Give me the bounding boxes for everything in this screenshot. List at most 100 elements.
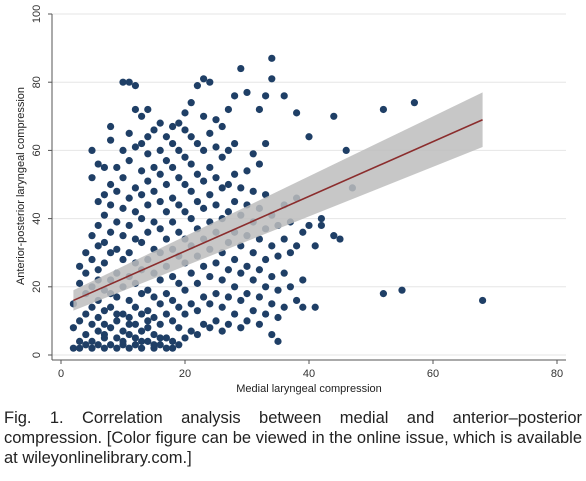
data-point xyxy=(131,208,139,216)
data-point xyxy=(82,310,90,318)
data-point xyxy=(274,313,282,322)
data-point xyxy=(113,187,121,195)
data-point xyxy=(274,286,282,294)
scatter-chart: 0 20 40 60 80 100 0 20 40 60 80 Medial laryngeal c… xyxy=(15,5,566,395)
data-point xyxy=(224,208,232,216)
data-point xyxy=(88,255,96,264)
gridlines xyxy=(52,13,566,356)
data-point xyxy=(138,191,146,199)
data-point xyxy=(187,133,195,141)
data-point xyxy=(231,283,239,291)
data-point xyxy=(107,324,115,332)
data-point xyxy=(175,279,183,287)
data-point xyxy=(280,303,288,311)
data-point xyxy=(100,238,108,247)
data-point xyxy=(342,146,350,154)
data-point xyxy=(131,341,139,349)
data-point xyxy=(280,269,288,277)
data-point xyxy=(107,136,115,144)
data-point xyxy=(162,208,170,216)
data-point xyxy=(150,341,158,349)
data-point xyxy=(131,235,139,243)
data-point xyxy=(175,228,183,236)
data-point xyxy=(138,327,146,335)
data-point xyxy=(94,221,102,230)
data-point xyxy=(293,109,301,117)
data-point xyxy=(224,320,232,328)
data-point xyxy=(187,187,195,195)
data-point xyxy=(94,197,102,206)
x-tick-label: 80 xyxy=(551,368,563,380)
data-point xyxy=(200,262,208,270)
data-point xyxy=(138,337,146,345)
data-point xyxy=(138,112,146,120)
y-tick-label: 0 xyxy=(31,352,43,358)
data-point xyxy=(125,157,133,165)
data-point xyxy=(94,327,102,335)
data-point xyxy=(169,296,177,305)
data-point xyxy=(119,78,127,86)
data-point xyxy=(119,310,127,318)
data-point xyxy=(107,122,115,131)
data-point xyxy=(107,249,115,257)
data-point xyxy=(218,303,226,311)
data-point xyxy=(169,272,177,281)
data-point xyxy=(268,272,276,281)
data-point xyxy=(243,88,251,97)
data-point xyxy=(156,197,164,206)
data-point xyxy=(144,228,152,236)
data-point xyxy=(94,266,102,274)
data-point xyxy=(119,146,127,154)
data-point xyxy=(218,122,226,131)
data-point xyxy=(125,78,133,86)
data-point xyxy=(231,197,239,206)
data-point xyxy=(224,266,232,274)
data-point xyxy=(311,303,319,311)
data-point xyxy=(100,259,108,267)
data-point xyxy=(330,112,338,120)
data-point xyxy=(175,341,183,349)
data-point xyxy=(181,180,189,189)
data-point xyxy=(243,290,251,298)
data-point xyxy=(125,129,133,137)
data-point xyxy=(175,174,183,182)
data-point xyxy=(175,201,183,209)
data-point xyxy=(144,177,152,185)
data-point xyxy=(187,99,195,107)
data-point xyxy=(200,112,208,120)
x-tick-label: 40 xyxy=(303,368,315,380)
data-point xyxy=(156,146,164,154)
data-point xyxy=(187,215,195,223)
data-point xyxy=(299,276,307,284)
data-point xyxy=(88,232,96,240)
x-tick-label: 60 xyxy=(427,368,439,380)
data-point xyxy=(169,139,177,148)
data-point xyxy=(311,242,319,250)
regression-fit xyxy=(73,92,483,311)
data-point xyxy=(237,269,245,277)
data-point xyxy=(107,228,115,236)
data-point xyxy=(82,330,90,339)
data-point xyxy=(268,75,276,83)
data-point xyxy=(113,245,121,253)
data-point xyxy=(125,320,133,328)
data-point xyxy=(293,242,301,250)
data-point xyxy=(206,300,214,308)
data-point xyxy=(293,296,301,305)
data-point xyxy=(119,232,127,240)
data-point xyxy=(162,310,170,318)
y-axis-label: Anterior-posterior laryngeal compression xyxy=(15,87,27,285)
data-point xyxy=(138,238,146,247)
data-point xyxy=(193,170,201,178)
data-point xyxy=(125,194,133,202)
data-point xyxy=(156,300,164,308)
data-point xyxy=(181,310,189,318)
data-point xyxy=(317,215,325,223)
data-point xyxy=(150,218,158,226)
data-point xyxy=(255,160,263,168)
data-point xyxy=(193,279,201,287)
data-point xyxy=(200,204,208,212)
data-point xyxy=(274,252,282,260)
data-point xyxy=(212,143,220,151)
data-point xyxy=(107,303,115,311)
